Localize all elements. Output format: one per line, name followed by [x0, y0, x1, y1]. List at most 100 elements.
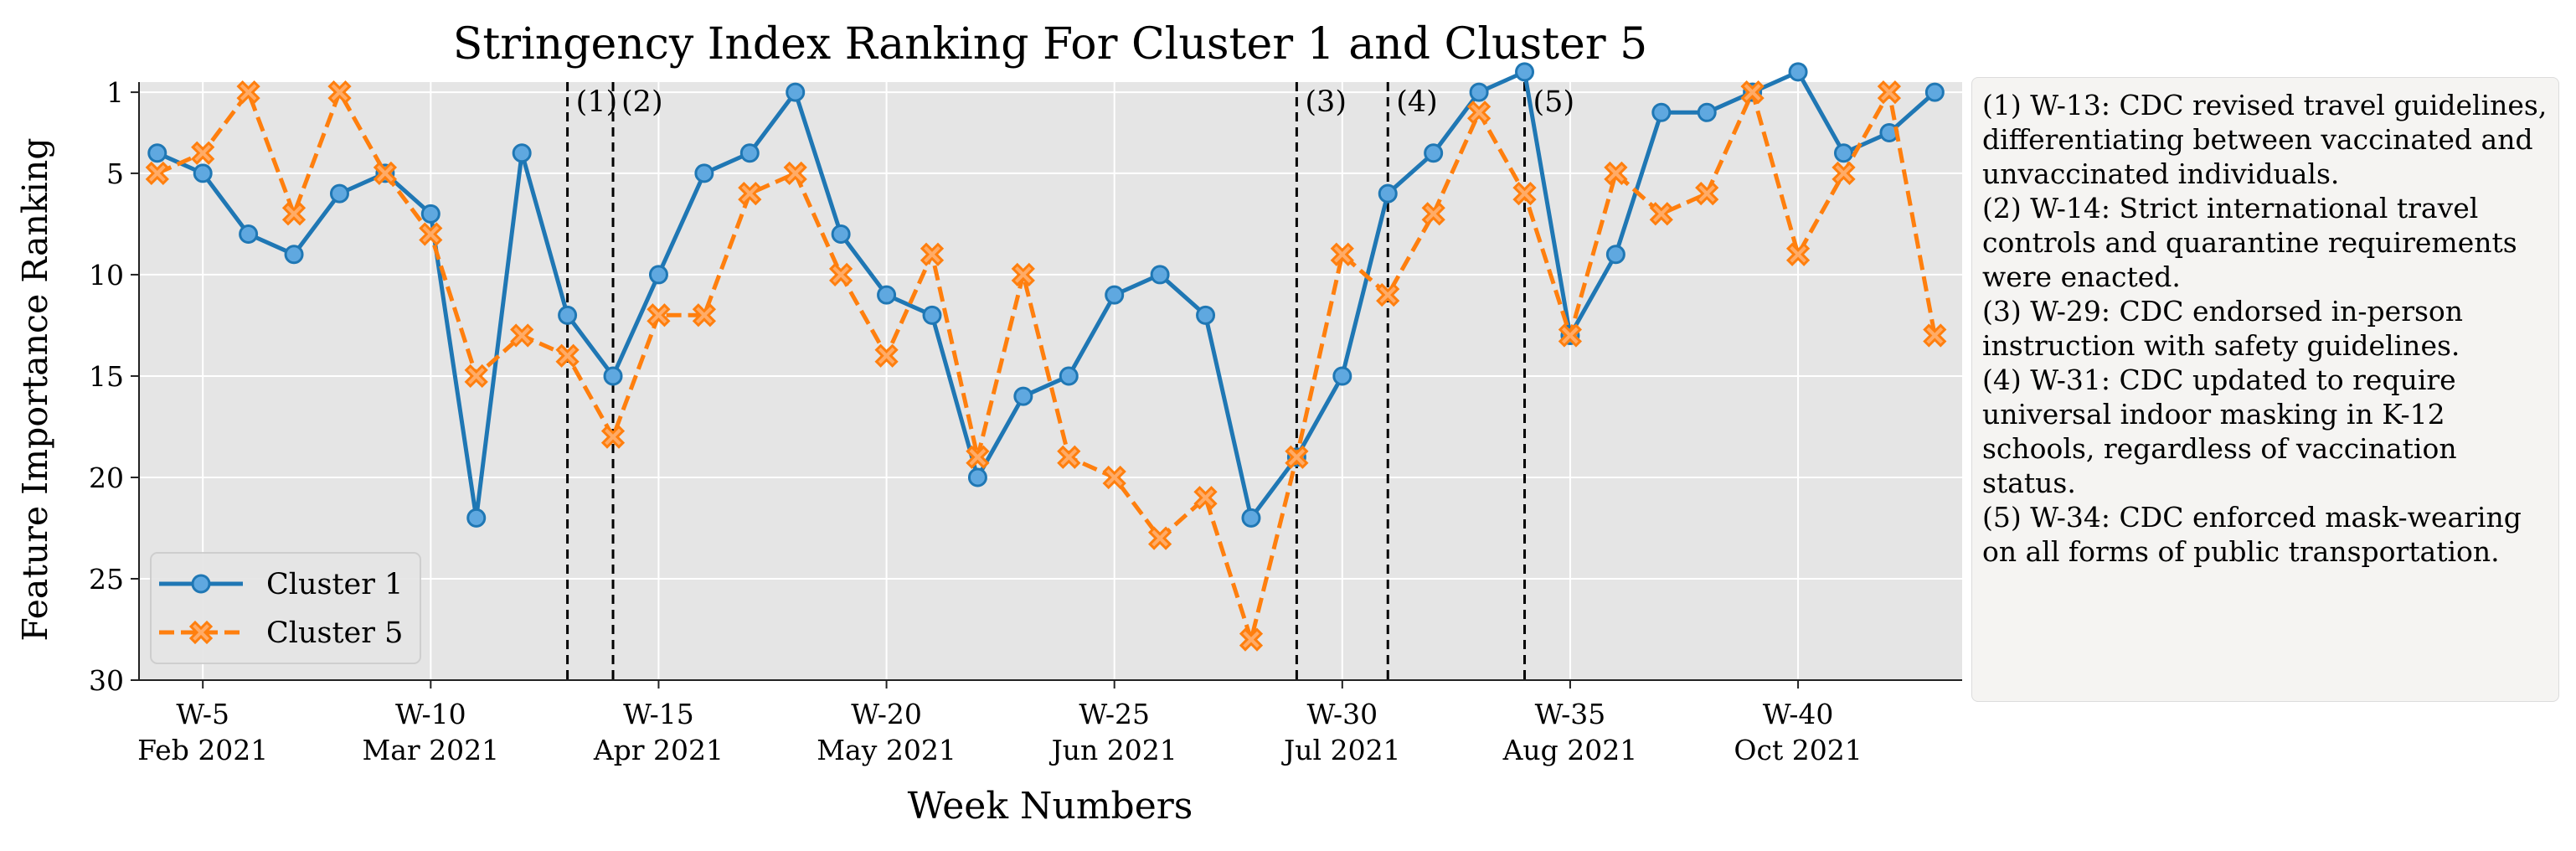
- data-point: [783, 161, 807, 186]
- legend-box: [150, 552, 421, 664]
- data-point: [1193, 486, 1218, 510]
- data-point: [967, 467, 987, 487]
- data-point: [284, 245, 304, 265]
- data-point: [464, 364, 488, 389]
- data-point: [1877, 80, 1902, 105]
- x-tick-month-label: Jul 2021: [1281, 734, 1401, 766]
- data-point: [1102, 465, 1126, 490]
- data-point: [1515, 62, 1535, 82]
- data-point: [1651, 102, 1672, 122]
- data-point: [193, 163, 213, 183]
- data-point: [1421, 202, 1445, 226]
- data-point: [874, 343, 899, 368]
- data-point: [1605, 245, 1625, 265]
- data-point: [419, 222, 443, 246]
- data-point: [1832, 161, 1856, 186]
- x-tick-label: W-10: [395, 698, 466, 730]
- data-point: [555, 343, 580, 368]
- data-point: [420, 204, 440, 224]
- data-point: [1239, 627, 1264, 652]
- legend: Cluster 1 Cluster 5: [150, 552, 421, 664]
- x-axis-label: Week Numbers: [908, 785, 1193, 828]
- data-point: [831, 224, 851, 245]
- data-point: [603, 366, 623, 386]
- data-point: [738, 181, 762, 206]
- data-point: [558, 305, 578, 325]
- data-point: [1697, 102, 1717, 122]
- event-note-2: (2) W-14: Strict international travel co…: [1982, 192, 2517, 293]
- x-tick-label: W-35: [1535, 698, 1606, 730]
- series-line: [156, 90, 1937, 642]
- x-tick-label: W-30: [1306, 698, 1378, 730]
- data-point: [236, 80, 260, 105]
- data-point: [786, 82, 806, 102]
- data-point: [1013, 386, 1033, 406]
- x-tick-month-label: May 2021: [817, 734, 956, 766]
- x-tick-label: W-40: [1763, 698, 1834, 730]
- data-point: [648, 265, 668, 285]
- data-point: [1923, 323, 1947, 348]
- y-tick-label: 30: [89, 664, 124, 697]
- x-tick-label: W-25: [1079, 698, 1150, 730]
- y-tick-label: 5: [106, 157, 124, 190]
- x-tick-label: W-20: [851, 698, 922, 730]
- data-point: [966, 445, 990, 469]
- data-point: [739, 143, 760, 163]
- legend-marker: [191, 574, 211, 594]
- data-point: [692, 303, 717, 328]
- data-point: [510, 323, 534, 348]
- event-label: (2): [621, 85, 663, 119]
- data-point: [694, 163, 714, 183]
- data-point: [1241, 508, 1261, 528]
- series-line: [156, 70, 1936, 520]
- data-point: [922, 305, 942, 325]
- data-point: [1469, 82, 1489, 102]
- plot-background: [139, 82, 1962, 680]
- data-point: [1512, 181, 1537, 206]
- event-label: (4): [1396, 85, 1438, 119]
- data-point: [1924, 82, 1945, 102]
- data-point: [1785, 242, 1811, 266]
- data-point: [877, 285, 897, 305]
- data-point: [191, 141, 215, 165]
- data-point: [600, 425, 626, 449]
- x-tick-label: W-5: [176, 698, 229, 730]
- legend-marker: [188, 620, 214, 645]
- chart-title: Stringency Index Ranking For Cluster 1 a…: [453, 19, 1648, 70]
- data-point: [1105, 285, 1125, 305]
- data-point: [1833, 143, 1853, 163]
- event-note-5: (5) W-34: CDC enforced mask-wearing on a…: [1982, 501, 2522, 568]
- event-label: (3): [1305, 85, 1347, 119]
- data-point: [239, 224, 259, 245]
- data-point: [1695, 181, 1719, 206]
- y-tick-label: 10: [89, 259, 124, 291]
- event-note-4: (4) W-31: CDC updated to require univers…: [1982, 364, 2457, 499]
- y-tick-label: 15: [89, 360, 124, 393]
- data-point: [1466, 101, 1492, 125]
- data-point: [828, 262, 853, 287]
- data-point: [327, 80, 352, 105]
- event-label: (1): [576, 85, 618, 119]
- data-point: [1332, 366, 1352, 386]
- data-point: [1059, 366, 1079, 386]
- data-point: [329, 183, 349, 204]
- data-point: [466, 508, 487, 528]
- x-tick-month-label: Apr 2021: [593, 734, 724, 766]
- data-point: [1376, 282, 1400, 307]
- x-tick-month-label: Feb 2021: [137, 734, 268, 766]
- event-note-3: (3) W-29: CDC endorsed in-person instruc…: [1982, 295, 2464, 362]
- data-point: [145, 161, 169, 186]
- data-point: [373, 161, 398, 186]
- event-note-1: (1) W-13: CDC revised travel guidelines,…: [1982, 89, 2548, 190]
- data-point: [1649, 202, 1673, 226]
- y-tick-label: 25: [89, 563, 124, 596]
- data-point: [1150, 265, 1170, 285]
- data-point: [512, 143, 532, 163]
- data-point: [1378, 183, 1398, 204]
- data-point: [1285, 445, 1309, 469]
- data-point: [1424, 143, 1444, 163]
- data-point: [920, 242, 945, 266]
- x-tick-month-label: Aug 2021: [1502, 734, 1638, 766]
